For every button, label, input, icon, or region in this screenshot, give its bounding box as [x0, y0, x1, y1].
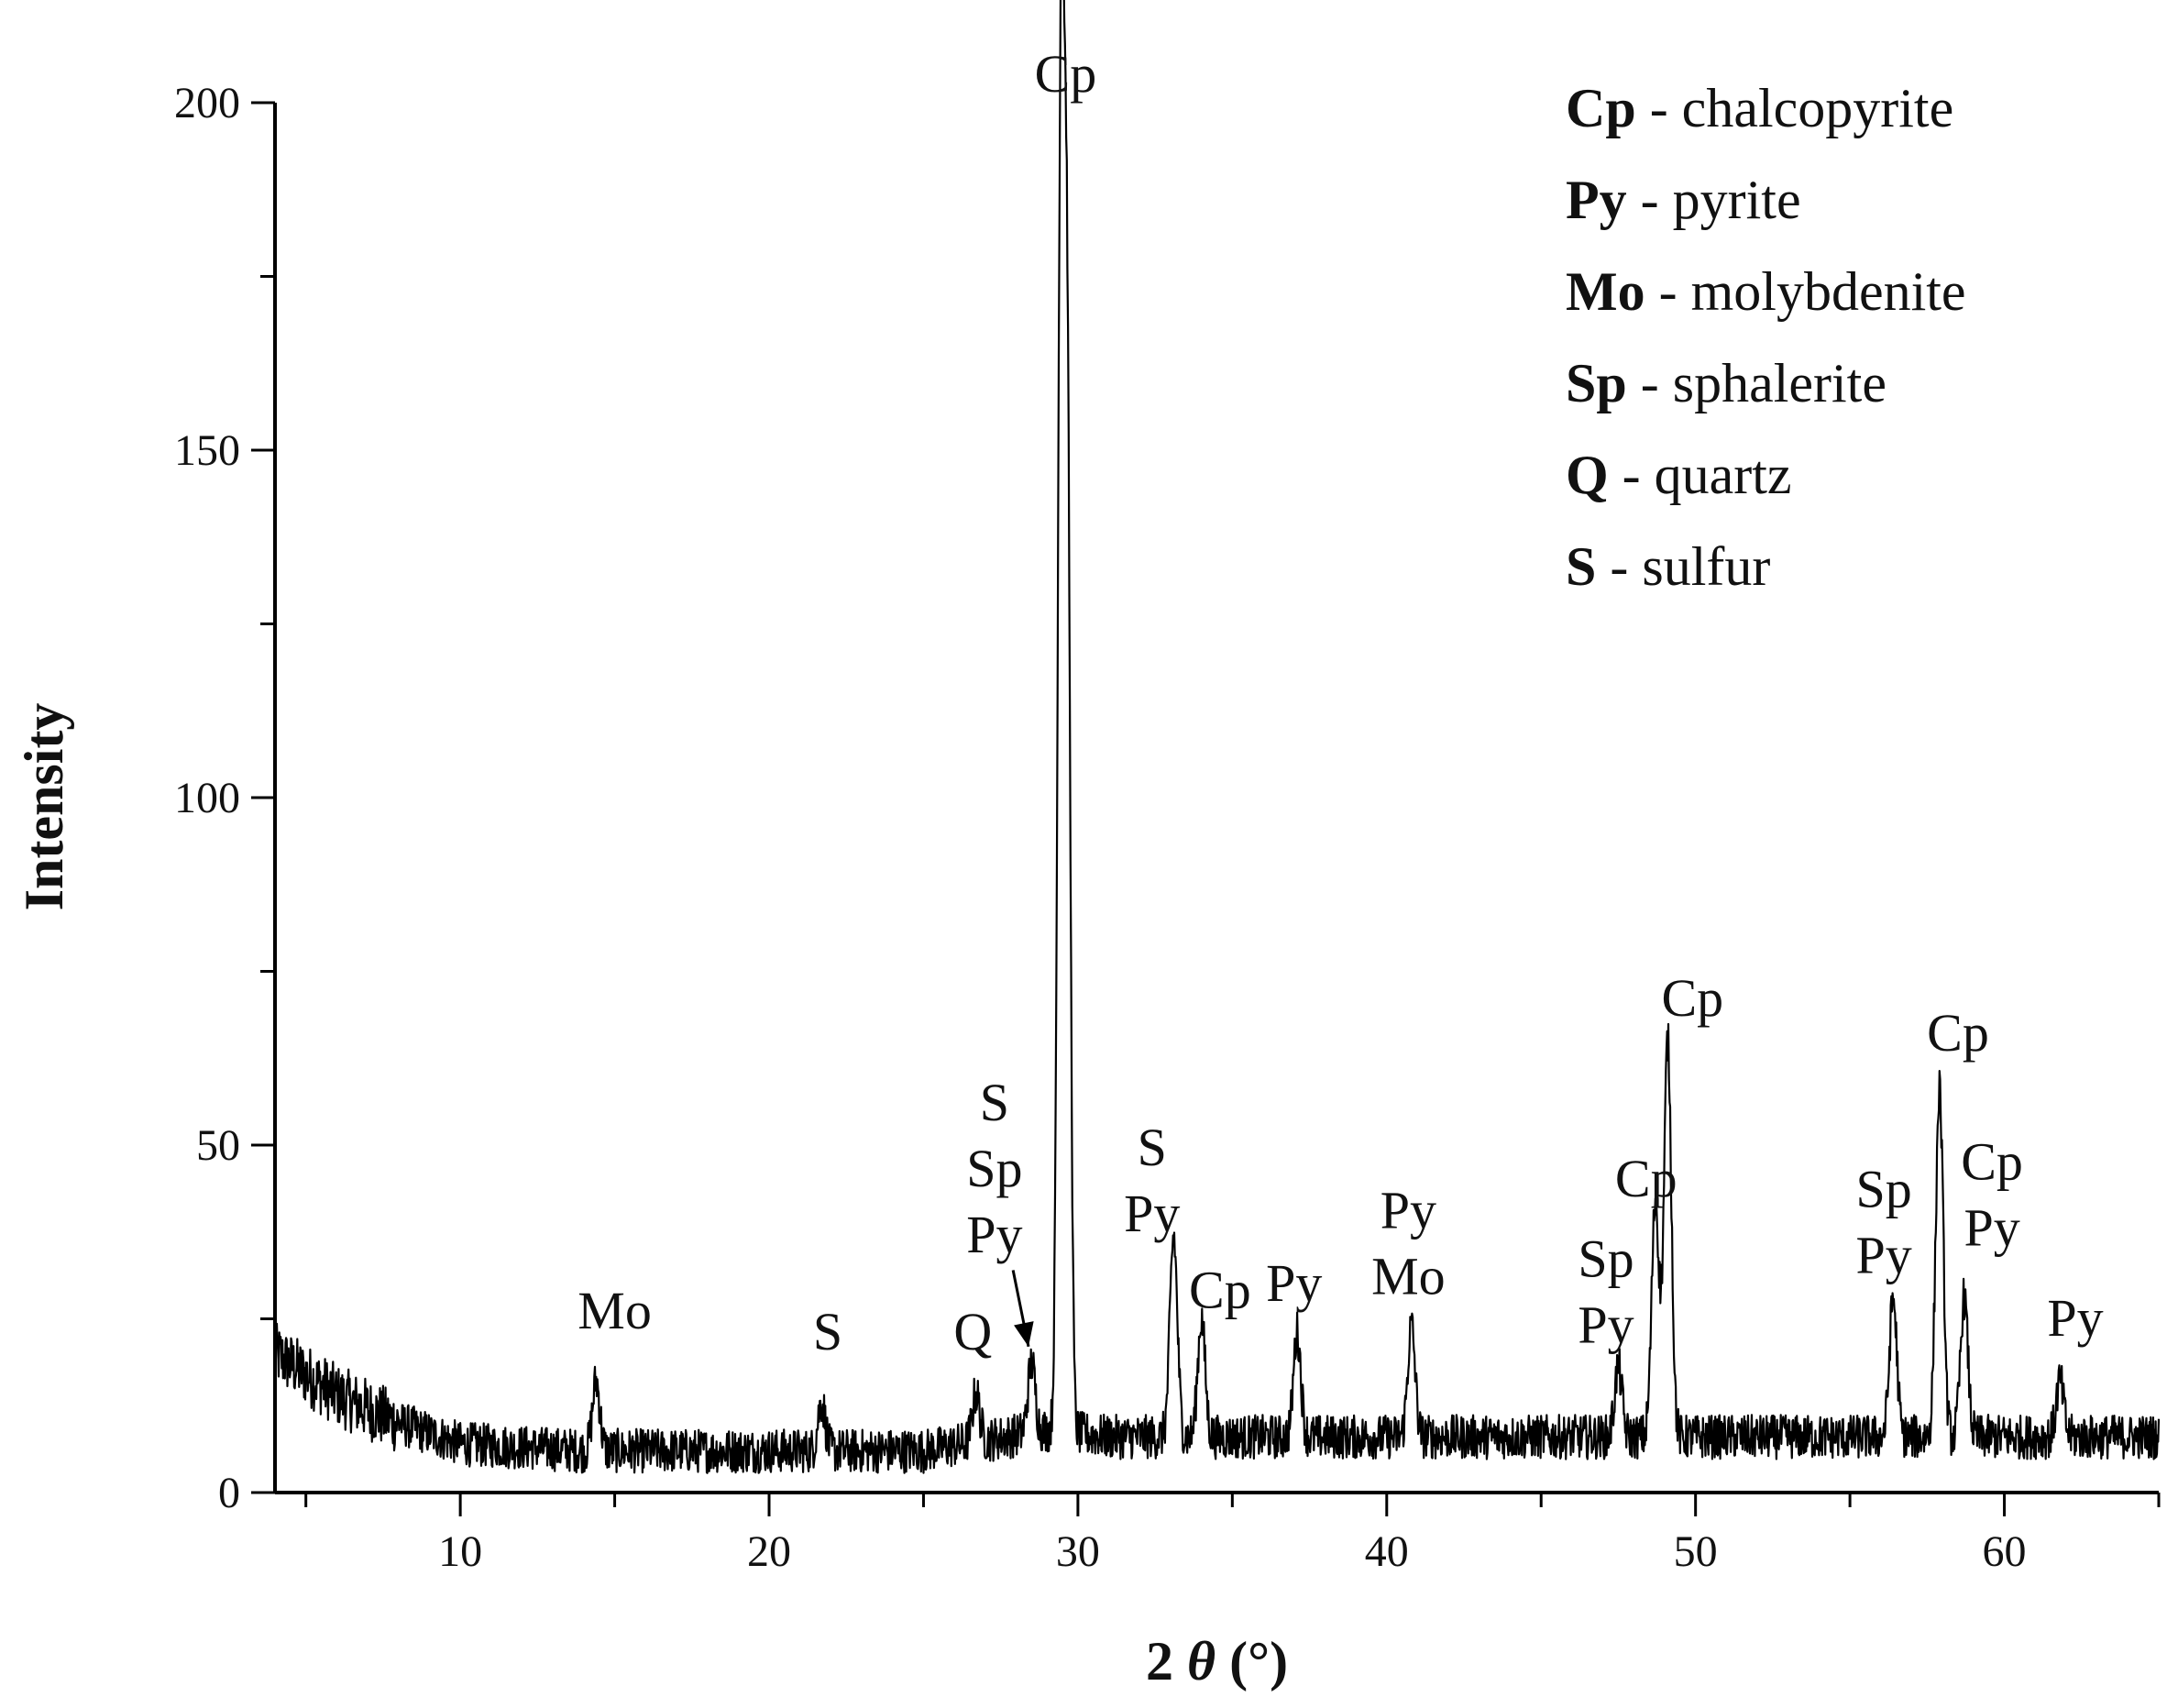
peak-label-s-sp-py-28: S Sp Py: [966, 1073, 1022, 1264]
legend-desc: - quartz: [1609, 445, 1792, 505]
peak-label-line: S: [813, 1302, 842, 1361]
legend-desc: - sphalerite: [1627, 353, 1886, 413]
x-tick-label: 50: [1674, 1527, 1718, 1576]
peak-label-line: Py: [1856, 1226, 1912, 1285]
peak-label-q-27: Q: [953, 1302, 992, 1361]
legend-desc: - molybdenite: [1645, 261, 1966, 322]
peak-label-line: Cp: [1927, 1003, 1989, 1063]
x-axis-title-unit: (°): [1229, 1631, 1288, 1691]
legend-entry: Mo - molybdenite: [1566, 261, 1966, 322]
x-tick-label: 30: [1056, 1527, 1100, 1576]
peak-label-line: Py: [1124, 1184, 1180, 1243]
legend-abbr: Cp: [1566, 78, 1636, 138]
peak-label-sp-py-56: Sp Py: [1856, 1160, 1912, 1285]
peak-label-line: S: [980, 1073, 1009, 1132]
x-ticks: 10 20 30 40 50 60: [304, 1493, 2161, 1576]
legend-entry: Py - pyrite: [1566, 170, 1801, 230]
peak-label-cp-main: Cp: [1035, 44, 1097, 104]
annotation-arrow: [1011, 1270, 1034, 1348]
x-tick-label: 60: [1983, 1527, 2027, 1576]
peak-label-line: Sp: [1578, 1229, 1634, 1288]
peak-label-line: Cp: [1961, 1131, 2023, 1191]
peak-label-line: Cp: [1189, 1261, 1251, 1320]
peak-label-line: Mo: [578, 1281, 652, 1340]
peak-label-line: Q: [953, 1302, 992, 1361]
peak-label-s-py-33: S Py: [1124, 1118, 1180, 1243]
y-tick-label: 150: [174, 426, 240, 475]
x-axis-title-symbol: θ: [1187, 1631, 1216, 1691]
y-tick-label: 200: [174, 79, 240, 127]
legend-desc: - pyrite: [1627, 170, 1801, 230]
legend-abbr: Q: [1566, 445, 1609, 505]
peak-label-line: Cp: [1035, 44, 1097, 104]
peak-label-py-37: Py: [1266, 1253, 1322, 1313]
peak-label-py-mo-41: Py Mo: [1371, 1180, 1446, 1306]
peak-label-line: Py: [1964, 1197, 2019, 1257]
legend-abbr: Sp: [1566, 353, 1627, 413]
peak-label-mo-14: Mo: [578, 1281, 652, 1340]
peak-label-s-22: S: [813, 1302, 842, 1361]
peak-label-line: Cp: [1661, 968, 1723, 1028]
peak-label-cp-58: Cp: [1927, 1003, 1989, 1063]
peak-label-cp-48: Cp: [1615, 1149, 1678, 1208]
peak-label-cp-49: Cp: [1661, 968, 1723, 1028]
x-tick-label: 20: [747, 1527, 791, 1576]
legend-desc: - chalcopyrite: [1636, 78, 1954, 138]
peak-label-line: Py: [966, 1205, 1022, 1264]
peak-label-line: Sp: [1856, 1160, 1912, 1219]
peak-label-cp-34: Cp: [1189, 1261, 1251, 1320]
peak-label-line: Mo: [1371, 1246, 1446, 1306]
peak-label-sp-py-47: Sp Py: [1578, 1229, 1634, 1354]
peak-label-line: Py: [1578, 1295, 1634, 1354]
peak-label-line: S: [1138, 1118, 1167, 1177]
peak-label-line: Py: [1380, 1180, 1436, 1240]
legend-entry: Sp - sphalerite: [1566, 353, 1886, 413]
y-axis-title: Intensity: [14, 703, 74, 911]
xrd-trace: [273, 0, 2161, 1474]
legend-desc: - sulfur: [1596, 536, 1770, 597]
legend-abbr: Mo: [1566, 261, 1645, 322]
x-axis-title: 2 θ (°): [1146, 1631, 1288, 1691]
legend-abbr: S: [1566, 536, 1596, 597]
peak-label-line: Py: [1266, 1253, 1322, 1313]
peak-label-cp-py-59: Cp Py: [1961, 1131, 2023, 1257]
arrow-head: [1014, 1321, 1034, 1347]
legend-entry: Cp - chalcopyrite: [1566, 78, 1953, 138]
legend-entry: Q - quartz: [1566, 445, 1792, 505]
x-tick-label: 10: [438, 1527, 482, 1576]
y-ticks: 0 50 100 150 200: [174, 79, 275, 1517]
peak-label-py-62: Py: [2047, 1288, 2103, 1348]
x-axis-title-main: 2: [1146, 1631, 1173, 1691]
x-tick-label: 40: [1365, 1527, 1409, 1576]
peak-label-line: Py: [2047, 1288, 2103, 1348]
legend-abbr: Py: [1566, 170, 1627, 230]
peak-label-line: Cp: [1615, 1149, 1678, 1208]
peak-label-line: Sp: [966, 1139, 1022, 1198]
y-tick-label: 100: [174, 774, 240, 822]
y-tick-label: 50: [196, 1121, 240, 1170]
y-tick-label: 0: [218, 1469, 240, 1517]
legend-entry: S - sulfur: [1566, 536, 1770, 597]
